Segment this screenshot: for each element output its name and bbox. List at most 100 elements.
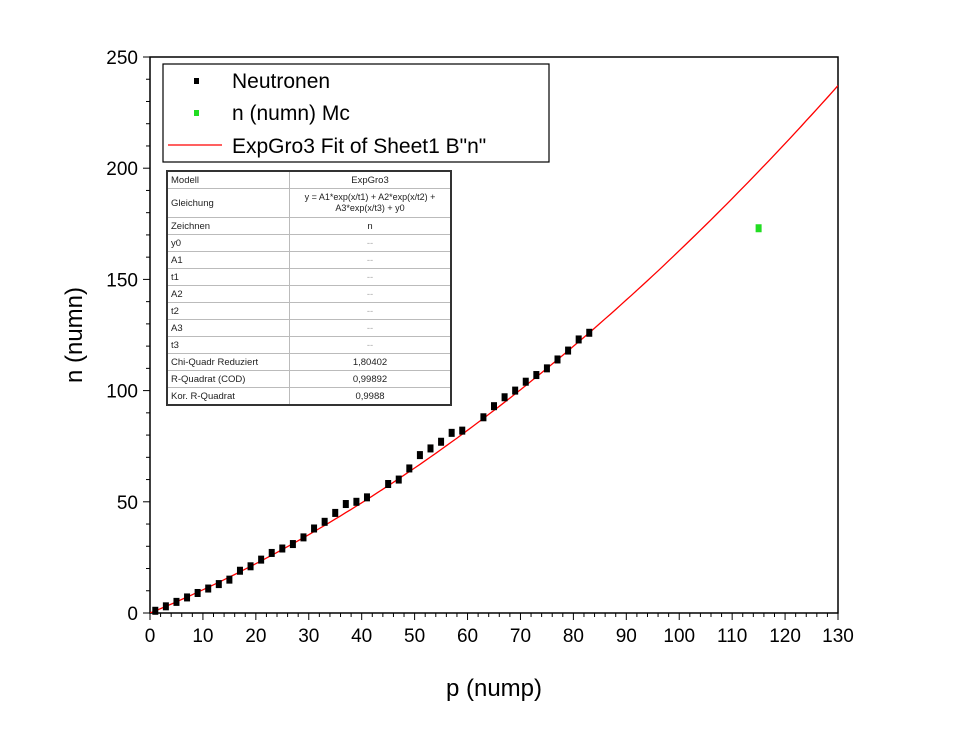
data-point [311,524,318,533]
data-point [363,493,370,502]
legend-box [162,63,550,163]
data-point [342,500,349,509]
row-value: n [289,217,452,235]
row-label: t1 [166,268,290,286]
data-point [491,402,497,411]
data-point [268,548,275,557]
row-value: y = A1*exp(x/t1) + A2*exp(x/t2) + A3*exp… [289,188,452,218]
row-label: Modell [166,170,290,189]
row-label: R-Quadrat (COD) [166,370,290,388]
data-point [512,386,519,395]
row-value: 0,9988 [289,387,452,406]
data-point [247,562,254,571]
row-label: Zeichnen [166,217,290,235]
data-point [427,444,434,453]
row-label: y0 [166,234,290,252]
x-tick-label: 100 [663,626,695,647]
data-point [194,588,201,597]
x-axis-label: p (nump) [446,675,542,702]
x-tick-label: 130 [822,626,854,647]
row-value: -- [289,336,452,354]
y-axis-label: n (numn) [61,287,88,383]
data-point [152,606,159,615]
x-tick-label: 70 [510,626,531,647]
data-point [321,517,328,526]
data-point [395,475,402,484]
table-row: t2 -- [166,302,452,320]
data-point [332,508,339,517]
data-point [279,544,286,553]
table-row: A1 -- [166,251,452,269]
row-value: -- [289,302,452,320]
row-value: ExpGro3 [289,170,452,189]
y-tick-label: 200 [106,159,138,180]
legend-label: ExpGro3 Fit of Sheet1 B"n" [232,135,486,158]
data-point [162,602,169,611]
row-value: -- [289,285,452,303]
data-point [300,533,307,542]
row-label: A2 [166,285,290,303]
x-tick-label: 30 [298,626,319,647]
row-label: A3 [166,319,290,337]
row-value: -- [289,251,452,269]
row-label: A1 [166,251,290,269]
x-tick-label: 110 [717,626,747,647]
data-point [554,355,561,364]
x-tick-label: 60 [457,626,478,647]
data-point [236,566,243,575]
table-row: A3 -- [166,319,452,337]
x-tick-label: 40 [351,626,372,647]
data-point [575,335,582,344]
fit-line [150,85,838,613]
table-row: Gleichung y = A1*exp(x/t1) + A2*exp(x/t2)… [166,188,452,218]
data-point [416,451,423,460]
data-point [353,497,360,506]
data-point [522,377,529,386]
x-tick-label: 90 [616,626,637,647]
table-row: Zeichnen n [166,217,452,235]
row-value: -- [289,234,452,252]
y-tick-label: 100 [106,382,138,403]
plot-frame [149,56,839,614]
table-row: R-Quadrat (COD) 0,99892 [166,370,452,388]
data-point [289,540,296,549]
data-point [184,593,191,602]
data-point [173,597,180,606]
row-label: Kor. R-Quadrat [166,387,290,406]
table-row: t3 -- [166,336,452,354]
legend-label: n (numn) Mc [232,102,350,125]
mc-point [755,224,762,233]
row-value: -- [289,268,452,286]
row-label: t2 [166,302,290,320]
legend-marker-mc [194,110,199,116]
row-value: 0,99892 [289,370,452,388]
y-tick-label: 50 [117,493,138,514]
x-tick-label: 120 [769,626,801,647]
legend-marker-neutronen [194,78,199,84]
y-tick-label: 250 [106,48,138,69]
row-value: 1,80402 [289,353,452,371]
x-tick-label: 20 [245,626,266,647]
data-point [586,328,593,337]
row-label: t3 [166,336,290,354]
data-point [226,575,233,584]
data-point [501,393,508,402]
y-tick-label: 0 [127,604,138,625]
table-row: Kor. R-Quadrat 0,9988 [166,387,452,406]
row-label: Chi-Quadr Reduziert [166,353,290,371]
fit-results-table: Modell ExpGro3 Gleichung y = A1*exp(x/t1) +… [166,170,452,406]
x-tick-label: 0 [145,626,156,647]
data-point [205,584,212,593]
data-point [438,437,445,446]
table-row: t1 -- [166,268,452,286]
data-point [480,413,487,422]
data-point [448,428,455,437]
data-point [258,555,265,564]
data-point [459,426,466,435]
data-point [543,364,550,373]
table-row: Chi-Quadr Reduziert 1,80402 [166,353,452,371]
x-tick-label: 50 [404,626,425,647]
row-label: Gleichung [166,188,290,218]
table-row: A2 -- [166,285,452,303]
